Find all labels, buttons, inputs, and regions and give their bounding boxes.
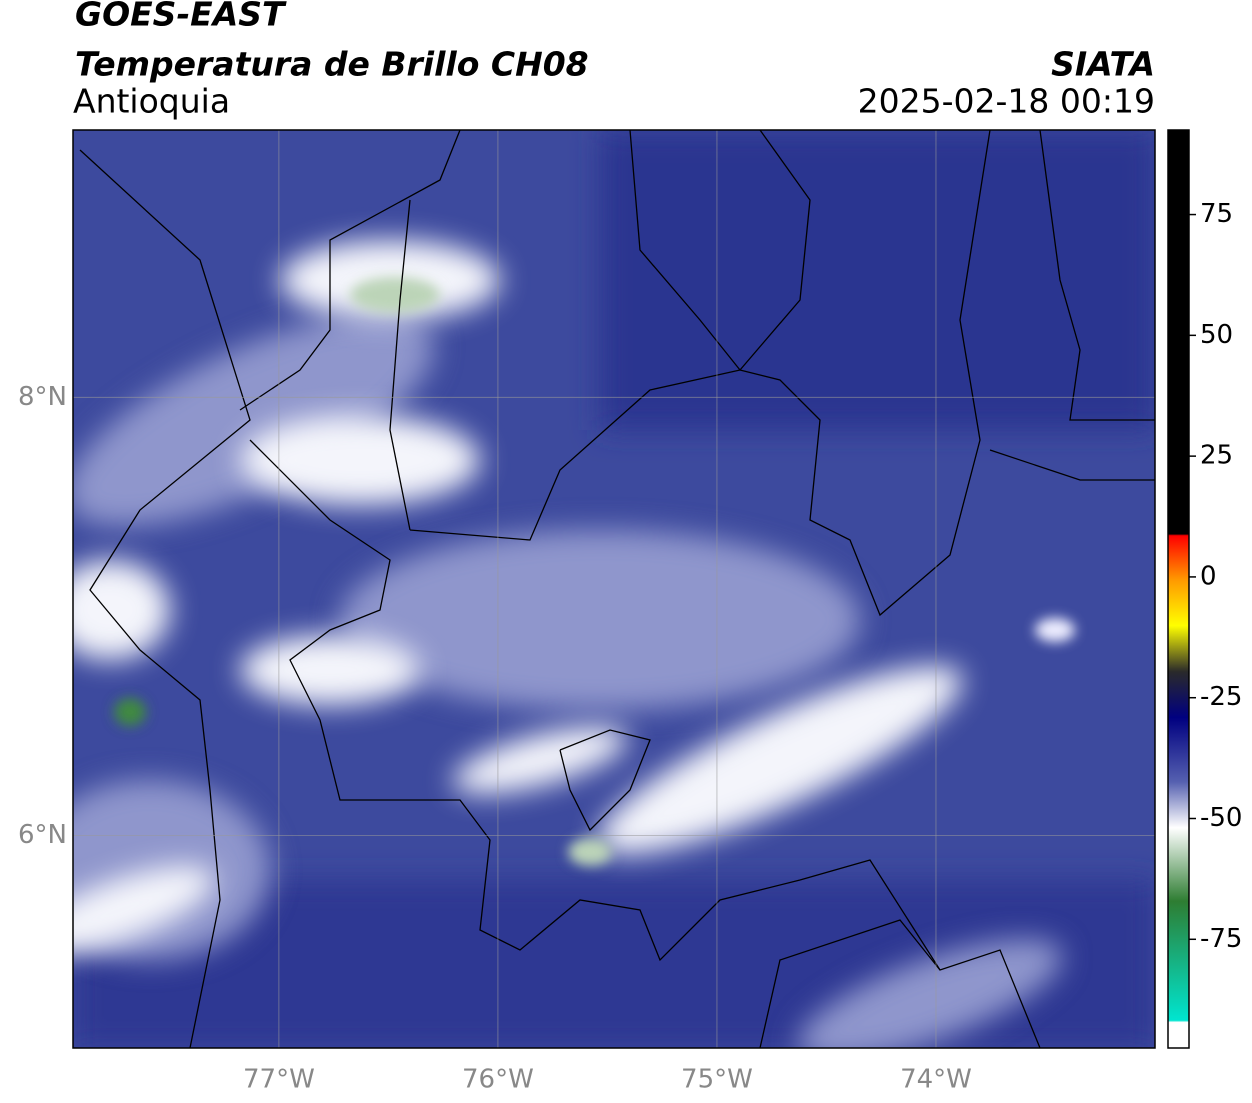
colorbar-tick-label: -25 — [1200, 682, 1242, 712]
source: SIATA — [1051, 45, 1155, 84]
colorbar-tick-label: 0 — [1200, 561, 1217, 591]
colorbar-tick-label: -75 — [1200, 924, 1242, 954]
colorbar — [1167, 129, 1190, 1049]
map-frame — [72, 129, 1156, 1049]
y-tick-label: 8°N — [18, 382, 67, 412]
colorbar-tick-label: -50 — [1200, 803, 1242, 833]
colorbar-tick-label: 75 — [1200, 199, 1233, 229]
colorbar-tick-label: 25 — [1200, 441, 1233, 471]
subtitle: Temperatura de Brillo CH08 — [75, 45, 589, 84]
y-tick-label: 6°N — [18, 820, 67, 850]
grid — [73, 130, 1155, 1048]
satellite-image — [73, 130, 1155, 1048]
title: GOES-EAST — [75, 0, 287, 34]
borders — [79, 130, 1155, 1048]
x-tick-label: 77°W — [243, 1065, 315, 1095]
region: Antioquia — [73, 82, 230, 121]
x-tick-label: 74°W — [900, 1065, 972, 1095]
x-tick-label: 76°W — [462, 1065, 534, 1095]
colorbar-tick-label: 50 — [1200, 320, 1233, 350]
datetime: 2025-02-18 00:19 — [858, 82, 1155, 121]
x-tick-label: 75°W — [681, 1065, 753, 1095]
